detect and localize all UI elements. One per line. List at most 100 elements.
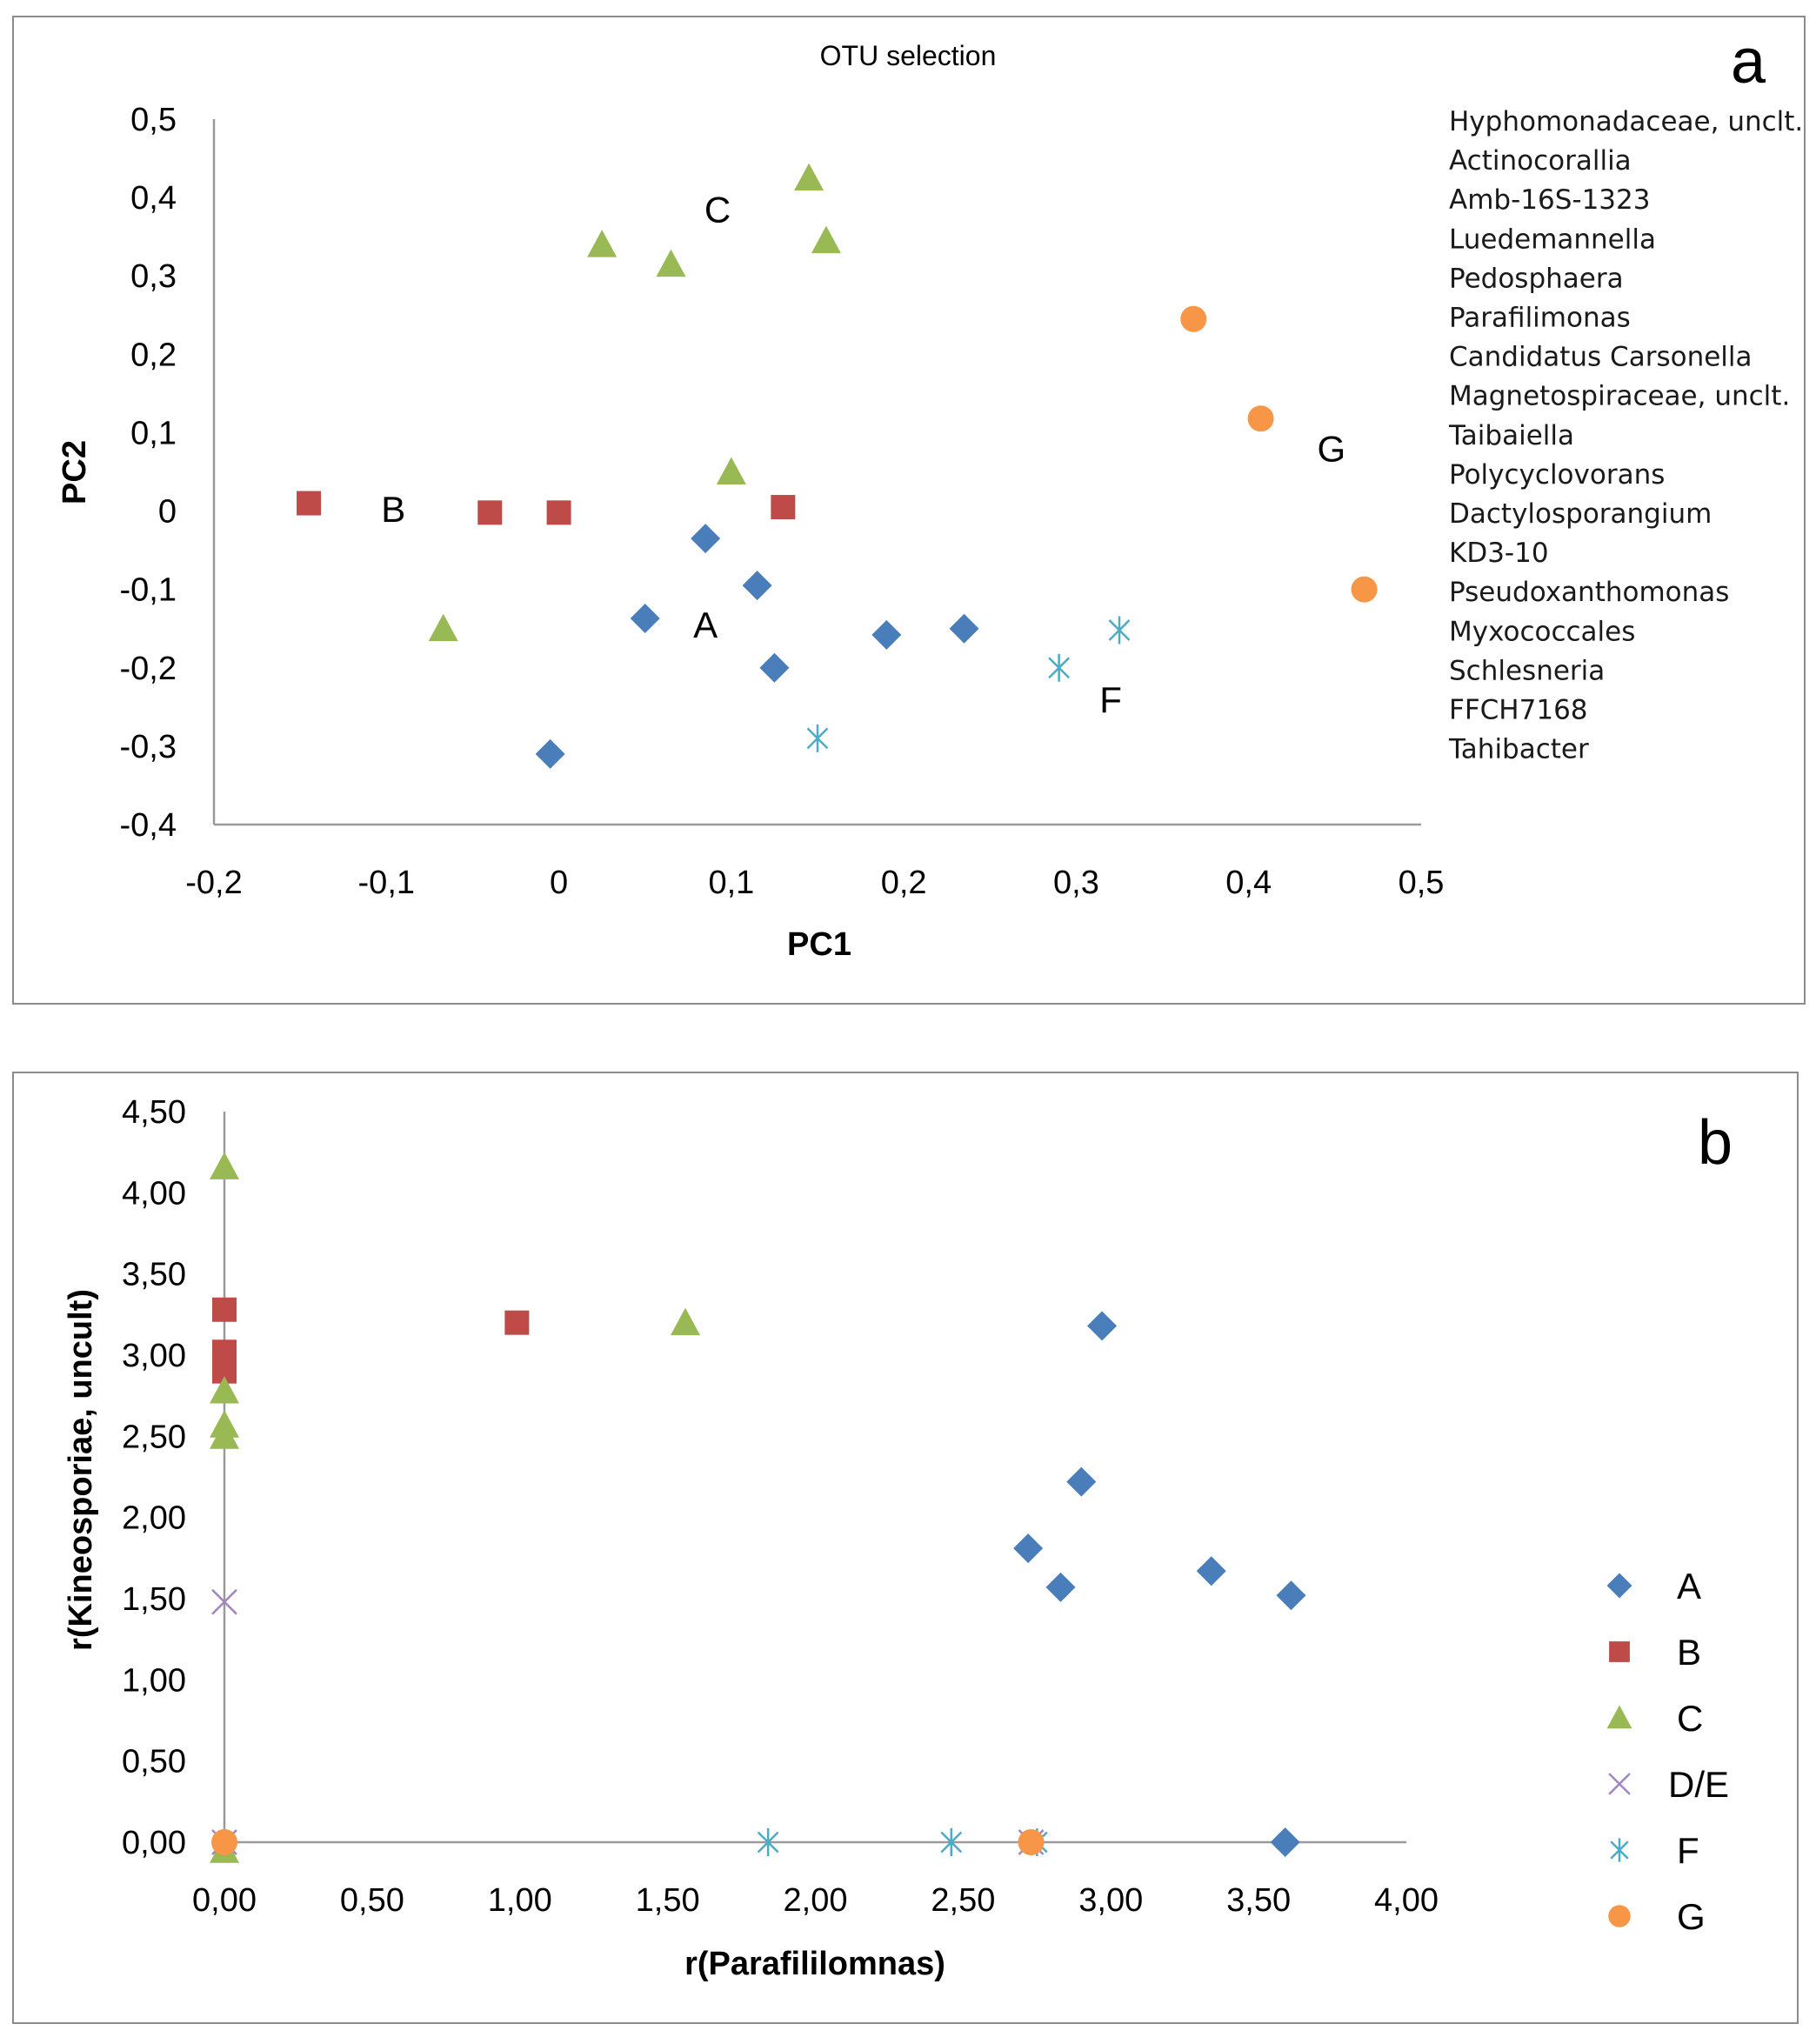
panel-a-group-label: C — [704, 190, 731, 230]
otu-list-item: FFCH7168 — [1449, 695, 1588, 726]
legend-marker-de — [1608, 1773, 1631, 1795]
legend-label-a: A — [1677, 1566, 1701, 1606]
panel-a-group-label: B — [381, 489, 405, 530]
panel-a-y-tick-label: -0,2 — [120, 651, 177, 687]
otu-list-item: Taibaiella — [1448, 420, 1574, 451]
panel-a-point-a — [742, 571, 772, 601]
panel-a-x-tick-label: 0,4 — [1225, 865, 1272, 901]
panel-a-y-title: PC2 — [57, 440, 93, 504]
otu-list-item: Luedemannella — [1449, 224, 1656, 255]
panel-a-group-label: F — [1099, 679, 1122, 720]
panel-a-point-b — [477, 500, 503, 525]
otu-list-item: Polycyclovorans — [1449, 459, 1665, 491]
legend-marker-b — [1609, 1641, 1630, 1662]
panel-a-point-b — [546, 500, 571, 525]
otu-list-item: Candidatus Carsonella — [1449, 342, 1753, 373]
panel-a-x-tick-label: 0 — [550, 865, 568, 901]
legend-label-f: F — [1677, 1830, 1699, 1871]
otu-list-item: Parafilimonas — [1449, 303, 1631, 334]
panel-b-point-c — [210, 1152, 239, 1179]
panel-a-point-g — [1247, 405, 1274, 432]
panel-a-point-c — [656, 249, 686, 277]
panel-b-x-ticks: 0,00 0,50 1,00 1,50 2,00 2,50 3,00 3,50 4,00 — [192, 1882, 1439, 1919]
legend-label-b: B — [1677, 1632, 1701, 1673]
panel-b-point-a — [1276, 1580, 1306, 1611]
panel-b-point-c — [671, 1307, 701, 1336]
panel-a-point-a — [949, 613, 979, 644]
panel-b-legend: ABC D/E FG — [1606, 1566, 1729, 1937]
panel-a-point-c — [811, 225, 841, 254]
panel-a-point-c — [794, 163, 825, 191]
otu-list-item: Hyphomonadaceae, unclt. — [1449, 106, 1803, 137]
panel-b-point-b — [504, 1310, 530, 1335]
otu-list-item: Dactylosporangium — [1449, 498, 1712, 530]
otu-list-item: Pseudoxanthomonas — [1449, 577, 1729, 608]
panel-b-point-a — [1045, 1572, 1076, 1602]
panel-a-letter: a — [1731, 27, 1766, 97]
panel-a-x-title: PC1 — [787, 926, 851, 963]
panel-a-x-ticks: -0,2 -0,1 0 0,1 0,2 0,3 0,4 0,5 — [185, 865, 1444, 901]
panel-b-y-ticks: 4,50 4,00 3,50 3,00 2,50 2,00 1,50 1,00 0,50 0,00 — [122, 1094, 186, 1861]
panel-b-y-title: r(Kineosporiae, uncult) — [63, 1289, 99, 1651]
panel-b-y-tick-label: 1,00 — [122, 1662, 186, 1699]
panel-a-group-label: A — [693, 605, 718, 645]
panel-a-point-f — [1048, 653, 1071, 682]
panel-b-x-tick-label: 3,50 — [1226, 1882, 1291, 1919]
panel-b-y-tick-label: 2,50 — [122, 1419, 186, 1455]
panel-b-point-g — [1018, 1829, 1045, 1855]
panel-b-y-tick-label: 3,00 — [122, 1338, 186, 1374]
legend-marker-f — [1610, 1838, 1629, 1862]
panel-a-point-c — [428, 613, 458, 642]
panel-b-x-tick-label: 4,00 — [1374, 1882, 1439, 1919]
panel-a-point-b — [297, 491, 322, 516]
panel-a-point-a — [535, 738, 565, 769]
panel-b-point-a — [1066, 1466, 1097, 1497]
panel-a-point-a — [691, 524, 721, 554]
panel-b-x-tick-label: 1,00 — [488, 1882, 552, 1919]
panel-b-points — [210, 1152, 1306, 1863]
legend-label-de: D/E — [1668, 1764, 1729, 1805]
otu-list-item: Pedosphaera — [1449, 263, 1624, 294]
panel-a-point-f — [806, 724, 829, 752]
otu-list-item: Amb-16S-1323 — [1449, 184, 1650, 216]
panel-a-point-a — [871, 619, 902, 650]
legend-label-c: C — [1677, 1698, 1703, 1739]
panel-b-x-tick-label: 3,00 — [1078, 1882, 1143, 1919]
panel-a-y-tick-label: 0,3 — [130, 258, 177, 295]
panel-a-y-tick-label: 0,1 — [130, 415, 177, 451]
panel-b-x-tick-label: 2,00 — [784, 1882, 848, 1919]
panel-a-point-b — [771, 495, 796, 520]
legend-label-g: G — [1677, 1896, 1706, 1937]
panel-b-point-c — [210, 1421, 239, 1449]
legend-marker-g — [1608, 1905, 1631, 1927]
panel-b: b 4,504,003,503,002,502,001,501,000,500,… — [12, 1072, 1799, 2024]
panel-b-point-f — [757, 1828, 779, 1856]
panel-a-x-tick-label: 0,1 — [708, 865, 754, 901]
legend-marker-c — [1606, 1705, 1632, 1729]
panel-a-point-a — [759, 652, 790, 683]
panel-b-point-g — [211, 1829, 237, 1855]
legend-marker-a — [1606, 1573, 1632, 1599]
panel-a-y-tick-label: 0,2 — [130, 337, 177, 373]
panel-b-x-tick-label: 2,50 — [931, 1882, 995, 1919]
panel-b-point-c — [210, 1376, 239, 1404]
panel-a-title: OTU selection — [820, 40, 997, 71]
panel-a-point-a — [630, 604, 660, 634]
panel-b-point-b — [212, 1297, 237, 1322]
panel-a: OTU selection a 0,50,40,30,20,10-0,1-0,2… — [12, 16, 1806, 1005]
panel-a-y-tick-label: 0,4 — [130, 180, 177, 217]
otu-list-item: Actinocorallia — [1449, 145, 1632, 177]
panel-a-point-g — [1351, 576, 1378, 603]
panel-a-point-c — [716, 457, 746, 484]
panel-a-y-ticks: 0,5 0,4 0,3 0,2 0,1 0 -0,1 -0,2 -0,3 -0,4 — [120, 102, 177, 844]
panel-a-point-c — [587, 230, 618, 257]
panel-b-point-a — [1270, 1827, 1300, 1857]
panel-b-x-tick-label: 0,50 — [340, 1882, 404, 1919]
panel-a-y-tick-label: -0,4 — [120, 807, 177, 844]
panel-b-letter: b — [1698, 1108, 1733, 1178]
panel-b-point-de — [211, 1588, 237, 1615]
panel-a-y-tick-label: -0,1 — [120, 572, 177, 609]
panel-b-y-tick-label: 4,50 — [122, 1094, 186, 1131]
panel-b-point-a — [1196, 1556, 1226, 1586]
